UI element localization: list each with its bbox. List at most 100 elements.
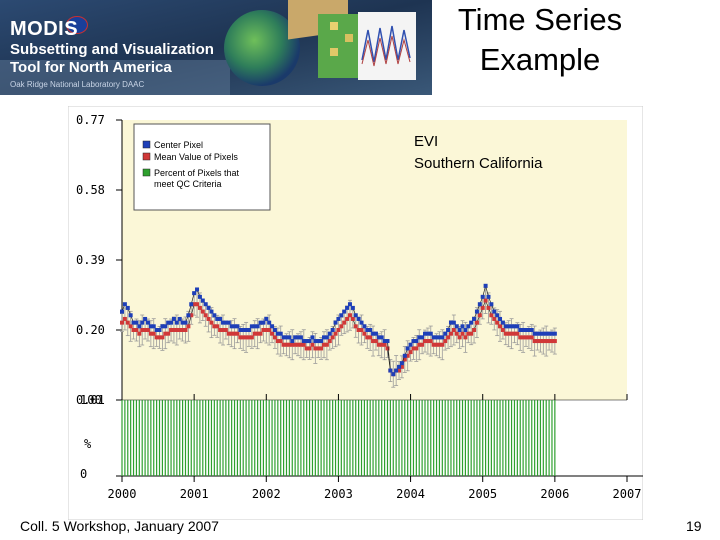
- center-series-point: [353, 313, 358, 318]
- mean-series-point: [249, 335, 254, 340]
- mean-series-point: [125, 320, 130, 325]
- center-series-point: [526, 328, 531, 332]
- center-series-point: [463, 328, 468, 332]
- mean-series-point: [298, 342, 303, 347]
- qc-tick-label: 100: [80, 393, 102, 407]
- mean-series-point: [342, 320, 347, 325]
- center-series-point: [272, 328, 277, 332]
- center-series-point: [223, 320, 228, 325]
- mean-series-point: [448, 331, 453, 336]
- mean-series-point: [489, 313, 494, 318]
- center-series-point: [163, 324, 168, 329]
- mean-series-point: [440, 342, 445, 347]
- mean-series-point: [359, 328, 364, 332]
- center-series-point: [446, 328, 451, 332]
- center-series-point: [405, 346, 410, 351]
- mean-series-point: [319, 346, 324, 351]
- x-tick-label: 2000: [108, 487, 137, 501]
- center-series-point: [241, 328, 246, 332]
- center-series-point: [524, 328, 528, 332]
- center-series-point: [304, 339, 309, 344]
- mean-series-point: [547, 339, 552, 344]
- center-series-point: [293, 335, 298, 340]
- mean-series-point: [420, 342, 425, 347]
- mean-series-point: [131, 328, 136, 332]
- mean-series-point: [492, 316, 497, 321]
- center-series-point: [498, 316, 503, 321]
- center-series-point: [177, 316, 182, 321]
- banner-line-2: Tool for North America: [10, 59, 172, 76]
- center-series-point: [120, 309, 124, 314]
- center-series-point: [232, 324, 237, 329]
- mean-series-point: [166, 331, 171, 336]
- banner-line-1: Subsetting and Visualization: [10, 41, 214, 58]
- mean-series-point: [203, 313, 208, 318]
- center-series-point: [261, 320, 266, 325]
- center-series-point: [376, 335, 381, 340]
- mean-series-point: [246, 335, 251, 340]
- mean-series-point: [437, 342, 442, 347]
- center-series-point: [454, 324, 459, 329]
- chart-title-line-2: Southern California: [414, 155, 543, 172]
- mean-series-point: [218, 328, 223, 332]
- mean-series-point: [148, 331, 153, 336]
- slide-title-line-1: Time Series: [457, 2, 623, 37]
- center-series-point: [324, 335, 329, 340]
- center-series-point: [342, 309, 347, 314]
- mean-series-point: [143, 328, 148, 332]
- page-number: 19: [686, 518, 702, 534]
- mean-series-point: [120, 320, 124, 325]
- mean-series-point: [402, 357, 407, 362]
- center-series-point: [249, 324, 254, 329]
- mean-series-point: [518, 335, 523, 340]
- center-series-point: [215, 316, 220, 321]
- mean-series-point: [451, 328, 456, 332]
- mean-series-point: [552, 339, 557, 344]
- mean-series-point: [336, 328, 341, 332]
- center-series-point: [145, 320, 150, 325]
- mean-series-point: [296, 342, 301, 347]
- mean-series-point: [157, 335, 162, 340]
- center-series-point: [316, 339, 321, 344]
- mean-series-point: [272, 335, 277, 340]
- mean-series-point: [324, 342, 329, 347]
- center-series-point: [128, 313, 133, 318]
- y-tick-label: 0.39: [76, 253, 105, 267]
- center-series-point: [365, 328, 370, 332]
- mean-series-point: [521, 335, 526, 340]
- center-series-point: [246, 328, 251, 332]
- center-series-point: [440, 335, 445, 340]
- center-series-point: [529, 328, 534, 332]
- center-series-point: [200, 298, 205, 303]
- mean-series-point: [486, 305, 491, 310]
- mean-series-point: [474, 320, 479, 325]
- y-tick-label: 0.01: [76, 393, 105, 407]
- mean-series-point: [128, 324, 133, 329]
- center-series-point: [310, 335, 315, 340]
- center-series-point: [264, 316, 269, 321]
- mean-series-point: [327, 339, 332, 344]
- center-series-point: [535, 331, 540, 336]
- mean-series-point: [270, 331, 275, 336]
- center-series-point: [414, 339, 419, 344]
- mean-series-point: [330, 335, 335, 340]
- mean-series-point: [163, 331, 168, 336]
- center-series-point: [186, 313, 191, 318]
- center-series-point: [157, 328, 162, 332]
- center-series-point: [209, 309, 214, 314]
- mean-series-point: [287, 342, 292, 347]
- mean-series-point: [454, 331, 459, 336]
- center-series-point: [492, 309, 497, 314]
- mean-series-point: [252, 331, 257, 336]
- mean-series-point: [515, 331, 520, 336]
- center-series-point: [483, 283, 488, 288]
- y-tick-label: 0.58: [76, 183, 105, 197]
- center-series-point: [480, 294, 485, 299]
- mean-series-point: [200, 309, 205, 314]
- legend-box: [133, 123, 271, 211]
- center-series-point: [503, 324, 508, 329]
- center-series-point: [336, 316, 341, 321]
- center-series-point: [290, 339, 295, 344]
- mean-series-point: [417, 342, 422, 347]
